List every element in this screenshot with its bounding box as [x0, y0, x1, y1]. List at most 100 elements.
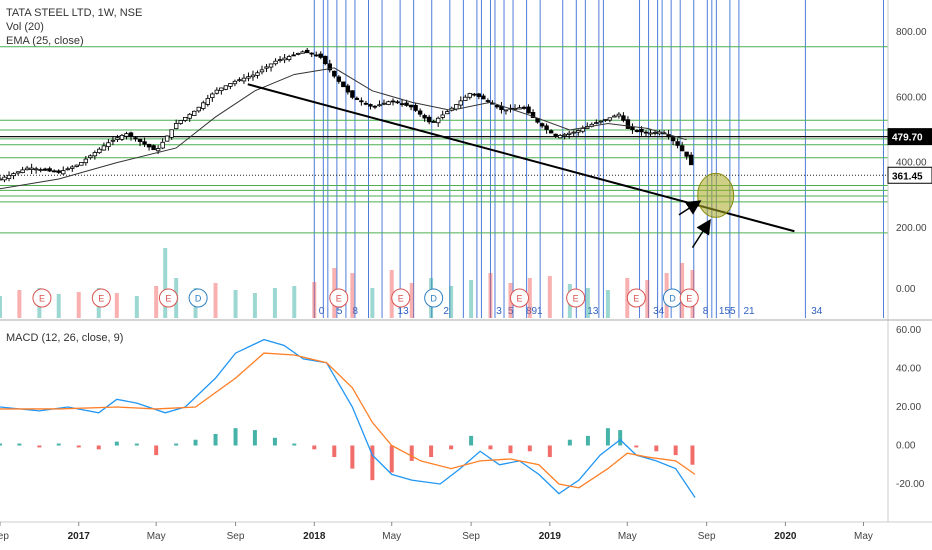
macd-hist-bar — [174, 443, 179, 446]
time-tick-label: May — [382, 531, 401, 542]
macd-tick: 60.00 — [896, 325, 921, 336]
macd-hist-bar — [96, 445, 101, 450]
volume-bar — [449, 286, 454, 318]
candle-body — [467, 93, 473, 98]
candle-body — [594, 122, 599, 124]
macd-hist-bar — [0, 443, 2, 446]
candle-body — [29, 167, 34, 170]
candle-body — [47, 168, 52, 172]
candle-body — [354, 97, 360, 100]
candle-body — [304, 49, 310, 54]
candle-body — [164, 135, 170, 142]
candle-body — [494, 105, 500, 108]
candle-body — [417, 110, 423, 115]
event-label: E — [39, 294, 45, 304]
volume-bar — [163, 248, 168, 318]
candle-body — [512, 107, 518, 110]
volume-bar — [0, 296, 2, 318]
candle-body — [390, 100, 396, 103]
volume-bar — [527, 278, 532, 318]
volume-bar — [547, 276, 552, 318]
candle-body — [539, 123, 545, 127]
volume-bar — [233, 290, 238, 318]
candle-body — [621, 115, 626, 121]
candle-body — [431, 121, 436, 123]
macd-hist-bar — [312, 445, 317, 450]
cycle-label: 13 — [587, 306, 599, 317]
candle-body — [309, 52, 314, 55]
price-tick: 400.00 — [896, 158, 927, 169]
macd-hist-bar — [332, 445, 337, 458]
candle-body — [607, 117, 613, 121]
cycle-label: 5 — [337, 306, 343, 317]
event-label: D — [669, 294, 676, 304]
volume-bar — [605, 290, 610, 318]
volume-bar — [585, 288, 590, 318]
cycle-label: 8 — [703, 306, 709, 317]
macd-hist-bar — [673, 445, 678, 456]
macd-hist-bar — [114, 441, 119, 446]
candle-body — [42, 168, 48, 171]
candle-body — [214, 89, 220, 94]
candle-body — [445, 111, 450, 115]
candle-body — [192, 110, 197, 116]
candle-body — [6, 174, 12, 179]
candle-body — [426, 116, 432, 123]
candle-body — [422, 115, 427, 119]
legend-macd: MACD (12, 26, close, 9) — [6, 331, 123, 345]
candle-body — [435, 117, 441, 124]
event-marker — [679, 288, 699, 308]
macd-hist-bar — [37, 445, 42, 448]
time-tick-label: May — [147, 531, 166, 542]
price-tag-text: 361.45 — [892, 171, 923, 182]
candle-body — [101, 145, 107, 151]
event-marker — [158, 288, 178, 308]
candle-body — [688, 154, 694, 166]
annotations — [678, 172, 735, 249]
macd-tick: 0.00 — [896, 441, 916, 452]
event-marker — [626, 288, 646, 308]
candle-body — [2, 176, 7, 181]
price-tick: 200.00 — [896, 223, 927, 234]
candle-body — [155, 148, 161, 152]
time-tick-label: 2019 — [539, 531, 562, 542]
candle-body — [526, 106, 531, 114]
candles — [0, 47, 694, 183]
candle-body — [363, 102, 369, 105]
volume-bar — [469, 280, 474, 318]
candle-body — [20, 169, 25, 173]
candle-body — [648, 132, 653, 135]
macd-hist-bar — [527, 445, 532, 452]
candle-body — [521, 106, 527, 109]
cycle-label: 8 — [352, 306, 358, 317]
cycle-label: 5 — [508, 306, 514, 317]
candle-body — [517, 107, 522, 110]
candle-body — [603, 119, 608, 121]
macd-hist-bar — [409, 445, 414, 461]
price-tag: 361.45 — [887, 166, 932, 184]
legend-price: TATA STEEL LTD, 1W, NSE Vol (20) EMA (25… — [6, 6, 142, 48]
candle-body — [232, 80, 238, 85]
candle-body — [286, 56, 292, 60]
candle-body — [639, 129, 644, 133]
candle-body — [187, 113, 192, 119]
candle-body — [503, 109, 509, 112]
candle-body — [196, 106, 201, 112]
candle-body — [255, 72, 260, 76]
macd-hist-bar — [690, 445, 695, 465]
arrow — [678, 200, 702, 216]
macd-hist-bar — [469, 435, 474, 446]
volume-bar — [252, 293, 257, 318]
candle-body — [83, 158, 89, 164]
candle-body — [173, 123, 179, 130]
candle-body — [210, 93, 215, 99]
candle-body — [65, 168, 70, 171]
macd-hist-bar — [252, 430, 257, 446]
macd-hist-bar — [508, 445, 513, 454]
candle-body — [124, 133, 129, 137]
candle-body — [237, 79, 242, 82]
candle-body — [643, 131, 649, 134]
